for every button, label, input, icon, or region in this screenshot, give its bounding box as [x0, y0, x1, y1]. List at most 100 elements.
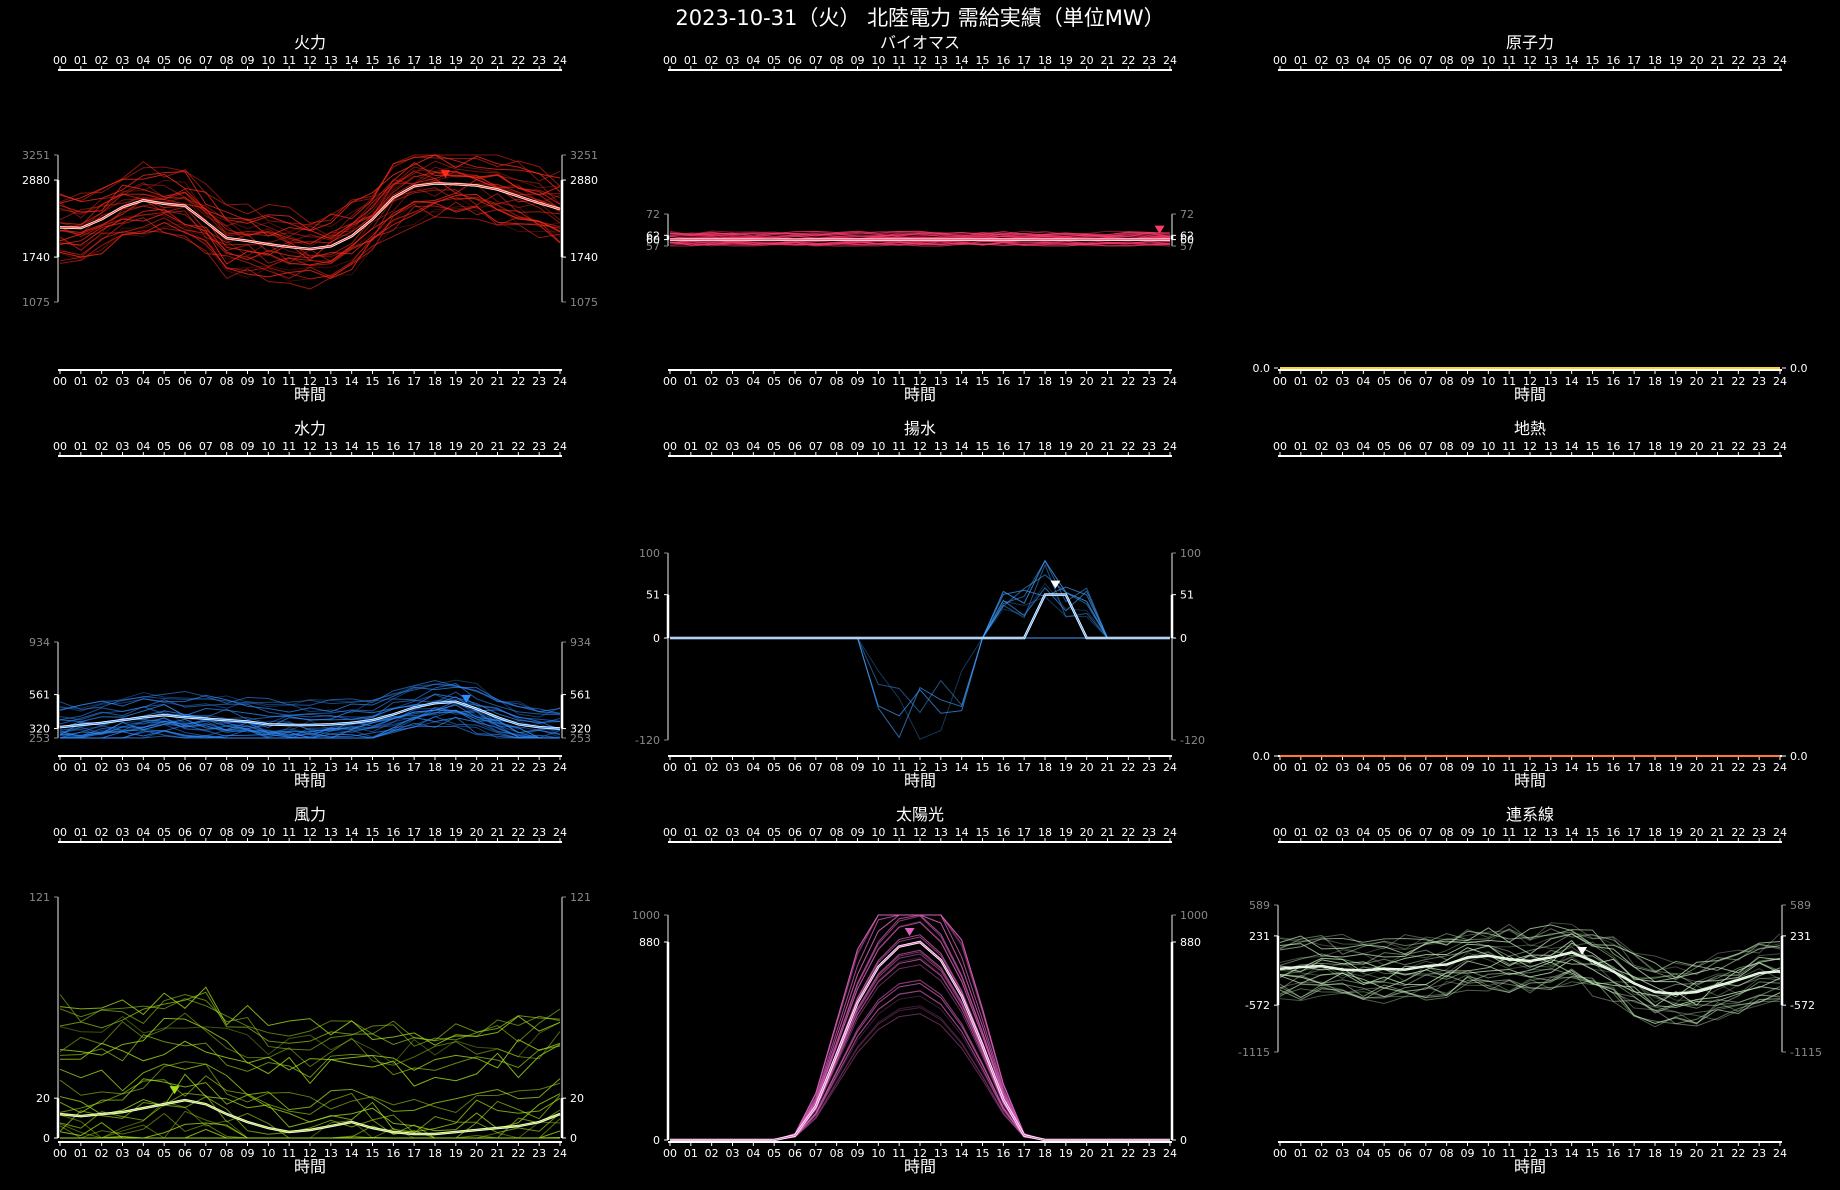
hour-tick-label: 00 [53, 761, 67, 774]
hour-tick-label: 16 [996, 54, 1010, 67]
hour-tick-label: 00 [53, 54, 67, 67]
hour-tick-label: 06 [178, 440, 192, 453]
hour-tick-label: 22 [511, 375, 525, 388]
history-series-line [59, 174, 561, 247]
hour-tick-label: 12 [303, 375, 317, 388]
hour-tick-label: 16 [386, 440, 400, 453]
hour-tick-label: 11 [892, 826, 906, 839]
hour-tick-label: 00 [1273, 761, 1287, 774]
hour-tick-label: 02 [705, 761, 719, 774]
hour-tick-label: 03 [116, 1147, 130, 1160]
hour-tick-label: 04 [136, 440, 150, 453]
hour-tick-label: 16 [996, 761, 1010, 774]
hour-tick-label: 15 [1586, 54, 1600, 67]
today-series-overlay [59, 182, 561, 250]
hour-tick-label: 22 [1121, 375, 1135, 388]
y-tick-label: 20 [36, 1092, 50, 1105]
hour-tick-label: 20 [1080, 375, 1094, 388]
hour-tick-label: 09 [851, 761, 865, 774]
hour-tick-label: 01 [684, 761, 698, 774]
hour-tick-label: 01 [1294, 375, 1308, 388]
history-series-line [59, 154, 561, 231]
history-series-line [59, 702, 561, 738]
hour-tick-label: 02 [1315, 1147, 1329, 1160]
hour-tick-label: 08 [1440, 440, 1454, 453]
hour-tick-label: 14 [955, 761, 969, 774]
hour-tick-label: 12 [913, 826, 927, 839]
hour-tick-label: 24 [1163, 54, 1177, 67]
hour-tick-label: 23 [532, 375, 546, 388]
peak-marker [1577, 946, 1588, 955]
hour-tick-label: 05 [157, 761, 171, 774]
hour-tick-label: 08 [220, 761, 234, 774]
hour-tick-label: 06 [788, 375, 802, 388]
history-series-line [670, 957, 1170, 1141]
hour-tick-label: 07 [199, 54, 213, 67]
hour-tick-label: 03 [1336, 826, 1350, 839]
history-series-line [1279, 968, 1781, 1012]
hour-tick-label: 15 [976, 440, 990, 453]
hour-tick-label: 18 [1038, 440, 1052, 453]
hour-tick-label: 19 [449, 375, 463, 388]
hour-tick-label: 10 [1481, 826, 1495, 839]
history-series-line [59, 709, 561, 739]
hour-tick-label: 10 [871, 54, 885, 67]
history-series-line [670, 934, 1170, 1141]
x-axis-label: 時間 [294, 1157, 326, 1176]
history-series-line [59, 1040, 561, 1087]
hour-tick-label: 17 [1627, 1147, 1641, 1160]
hour-tick-label: 20 [1690, 826, 1704, 839]
hour-tick-label: 22 [1731, 375, 1745, 388]
hour-tick-label: 18 [1648, 761, 1662, 774]
history-series-line [1279, 969, 1781, 1028]
hour-tick-label: 00 [53, 1147, 67, 1160]
history-series-line [59, 679, 561, 714]
hour-tick-label: 11 [1502, 54, 1516, 67]
y-tick-label: 0.0 [1253, 362, 1271, 375]
hour-tick-label: 21 [1711, 54, 1725, 67]
y-tick-label: 1000 [632, 909, 660, 922]
y-tick-label: 0 [43, 1132, 50, 1145]
history-series-line [669, 233, 1171, 239]
history-series-line [59, 693, 561, 723]
hour-tick-label: 01 [74, 761, 88, 774]
hour-tick-label: 20 [470, 1147, 484, 1160]
hour-tick-label: 11 [892, 54, 906, 67]
hour-tick-label: 15 [366, 826, 380, 839]
hour-tick-label: 09 [1461, 375, 1475, 388]
hour-tick-label: 13 [1544, 1147, 1558, 1160]
hour-tick-label: 14 [1565, 54, 1579, 67]
hour-tick-label: 23 [1142, 54, 1156, 67]
today-series-overlay [1279, 951, 1781, 995]
panel-title: 火力 [294, 33, 326, 52]
y-tick-label: 589 [1249, 899, 1270, 912]
hour-tick-label: 12 [913, 440, 927, 453]
hour-tick-label: 21 [1711, 1147, 1725, 1160]
hour-tick-label: 19 [1669, 1147, 1683, 1160]
today-series-overlay [670, 941, 1170, 1141]
history-series-line [669, 230, 1171, 236]
hour-tick-label: 09 [851, 1147, 865, 1160]
hour-tick-label: 12 [913, 1147, 927, 1160]
history-series-line [670, 979, 1170, 1141]
y-tick-label: 934 [29, 636, 50, 649]
hour-tick-label: 01 [684, 54, 698, 67]
hour-tick-label: 14 [1565, 1147, 1579, 1160]
hour-tick-label: 12 [913, 375, 927, 388]
hour-tick-label: 07 [199, 440, 213, 453]
hour-tick-label: 24 [553, 375, 567, 388]
hour-tick-label: 00 [663, 440, 677, 453]
history-series-line [670, 914, 1170, 1141]
hour-tick-label: 21 [491, 375, 505, 388]
y-tick-label: 1075 [570, 296, 598, 309]
hour-tick-label: 24 [1163, 375, 1177, 388]
hour-tick-label: 18 [1648, 1147, 1662, 1160]
hour-tick-label: 04 [1356, 761, 1370, 774]
hour-tick-label: 24 [1773, 375, 1787, 388]
hour-tick-label: 20 [470, 375, 484, 388]
y-tick-label: -572 [1790, 999, 1815, 1012]
hour-tick-label: 09 [851, 440, 865, 453]
hour-tick-label: 04 [746, 54, 760, 67]
hour-tick-label: 07 [1419, 1147, 1433, 1160]
